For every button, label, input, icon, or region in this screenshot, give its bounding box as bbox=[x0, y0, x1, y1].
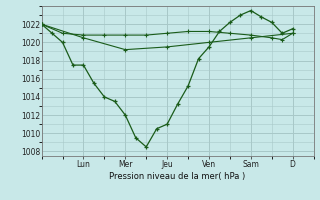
X-axis label: Pression niveau de la mer( hPa ): Pression niveau de la mer( hPa ) bbox=[109, 172, 246, 181]
